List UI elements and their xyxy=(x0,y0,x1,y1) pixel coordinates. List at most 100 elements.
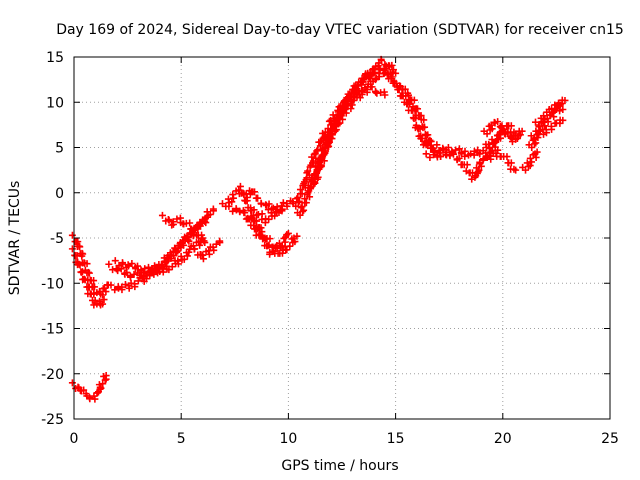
data-point xyxy=(485,140,493,148)
data-point xyxy=(532,153,540,161)
data-point xyxy=(336,111,344,119)
data-point xyxy=(513,134,521,142)
data-point xyxy=(144,263,152,271)
data-point xyxy=(158,211,166,219)
data-point xyxy=(107,281,115,289)
data-point xyxy=(410,96,418,104)
y-tick-label: -25 xyxy=(41,412,64,428)
data-point xyxy=(164,216,172,224)
data-point xyxy=(483,130,491,138)
data-point xyxy=(354,87,362,94)
data-point xyxy=(80,386,88,394)
data-point xyxy=(416,112,424,120)
series-track-e xyxy=(107,213,211,294)
data-point xyxy=(111,286,119,294)
y-tick-label: 10 xyxy=(46,95,64,111)
series-track-m xyxy=(289,64,395,210)
series-track-g xyxy=(158,211,209,247)
data-point xyxy=(419,124,427,132)
data-point xyxy=(209,205,217,213)
data-point xyxy=(353,93,361,101)
data-point xyxy=(507,122,515,130)
data-point xyxy=(173,215,181,223)
data-point xyxy=(528,143,536,151)
data-point xyxy=(183,252,191,260)
data-point xyxy=(504,128,512,136)
data-point xyxy=(404,89,412,97)
data-point xyxy=(186,219,194,227)
data-point xyxy=(121,281,129,289)
series-track-l xyxy=(240,187,286,216)
x-tick-label: 15 xyxy=(387,431,405,447)
data-point xyxy=(536,126,544,134)
data-point xyxy=(266,235,274,243)
data-point xyxy=(184,236,192,244)
data-point xyxy=(146,267,154,275)
y-tick-label: 5 xyxy=(55,141,64,157)
axes: 0 5 10 15 20 25 -25 -20 -15 -10 -5 0 5 10 15 xyxy=(41,50,619,447)
data-point xyxy=(318,137,326,145)
data-point xyxy=(199,251,207,259)
data-point xyxy=(326,133,334,141)
data-point xyxy=(311,149,319,157)
data-point xyxy=(476,160,484,168)
data-point xyxy=(368,83,376,91)
data-point xyxy=(229,191,237,199)
data-point xyxy=(561,96,569,104)
data-point xyxy=(225,202,233,210)
data-point xyxy=(78,252,86,260)
data-point xyxy=(254,194,262,202)
data-point xyxy=(541,122,549,130)
data-point xyxy=(358,81,366,89)
data-point xyxy=(298,203,306,211)
data-point xyxy=(503,153,511,161)
data-point xyxy=(99,300,107,308)
data-point xyxy=(302,199,310,207)
data-point xyxy=(492,138,500,146)
data-point xyxy=(247,213,255,221)
x-tick-label: 20 xyxy=(494,431,512,447)
y-tick-label: 0 xyxy=(55,186,64,202)
data-point xyxy=(300,178,308,186)
data-point xyxy=(178,239,186,247)
data-point xyxy=(71,252,79,260)
data-point xyxy=(91,296,99,304)
data-point xyxy=(265,215,273,223)
data-point xyxy=(101,376,109,384)
data-point xyxy=(319,151,327,159)
data-point xyxy=(294,194,302,202)
y-tick-label: -10 xyxy=(41,276,64,292)
data-point xyxy=(89,283,97,291)
data-point xyxy=(452,146,460,154)
data-point xyxy=(266,250,274,258)
data-point xyxy=(311,179,319,187)
data-point xyxy=(457,149,465,157)
data-point xyxy=(216,239,224,247)
data-point xyxy=(307,184,315,192)
data-point xyxy=(429,148,437,156)
data-point xyxy=(381,68,389,76)
data-point xyxy=(169,218,177,226)
data-point xyxy=(426,153,434,161)
data-point xyxy=(550,108,558,116)
data-point xyxy=(535,130,543,138)
data-point xyxy=(422,131,430,139)
data-point xyxy=(96,383,104,391)
data-point xyxy=(293,232,301,240)
data-point xyxy=(159,268,167,276)
data-point xyxy=(291,238,299,246)
data-point xyxy=(196,241,204,249)
data-point xyxy=(455,154,463,162)
data-point xyxy=(374,62,382,70)
data-point xyxy=(331,122,339,130)
data-point xyxy=(390,77,398,85)
x-tick-label: 10 xyxy=(279,431,297,447)
data-point xyxy=(389,66,397,74)
data-point xyxy=(243,193,251,201)
data-point xyxy=(76,243,84,251)
data-point xyxy=(344,99,352,107)
data-point xyxy=(251,188,259,196)
data-point xyxy=(476,150,484,158)
data-point xyxy=(472,172,480,180)
data-point xyxy=(306,193,314,201)
